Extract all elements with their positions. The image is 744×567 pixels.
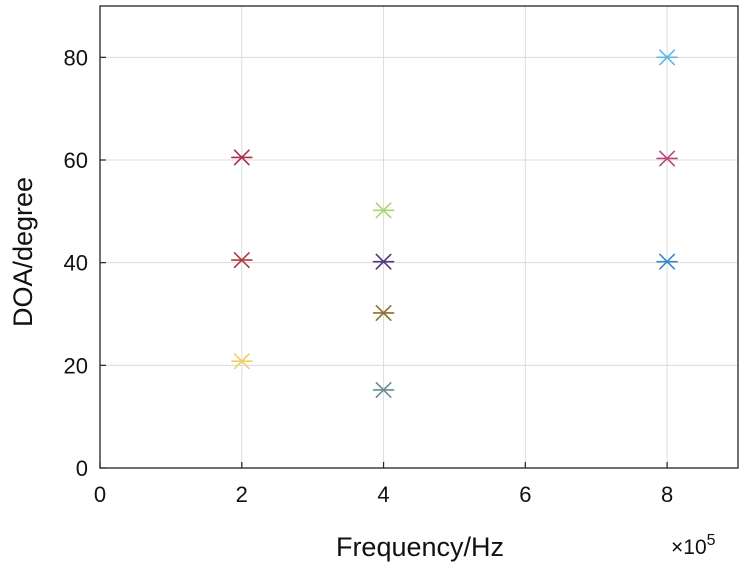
y-tick-label: 40	[64, 251, 88, 276]
y-axis-label: DOA/degree	[8, 177, 38, 327]
x-tick-label: 4	[377, 482, 389, 507]
y-tick-label: 60	[64, 148, 88, 173]
data-point	[372, 381, 395, 398]
y-tick-label: 0	[76, 456, 88, 481]
data-point	[372, 202, 395, 219]
data-point	[230, 353, 253, 370]
data-point	[372, 304, 395, 321]
x-axis-multiplier: ×105	[671, 532, 716, 559]
grid-lines	[100, 6, 738, 468]
x-tick-label: 8	[661, 482, 673, 507]
x-tick-label: 2	[236, 482, 248, 507]
data-point	[656, 49, 678, 66]
x-tick-label: 0	[94, 482, 106, 507]
data-point	[230, 149, 253, 166]
data-point	[656, 150, 678, 167]
y-tick-label: 80	[64, 45, 88, 70]
plot-frame	[99, 5, 739, 469]
x-tick-label: 6	[519, 482, 531, 507]
y-tick-label: 20	[64, 353, 88, 378]
data-points	[230, 49, 678, 398]
data-point	[230, 252, 253, 269]
data-point	[372, 253, 395, 270]
x-axis-label: Frequency/Hz	[336, 532, 504, 562]
data-point	[656, 253, 678, 270]
